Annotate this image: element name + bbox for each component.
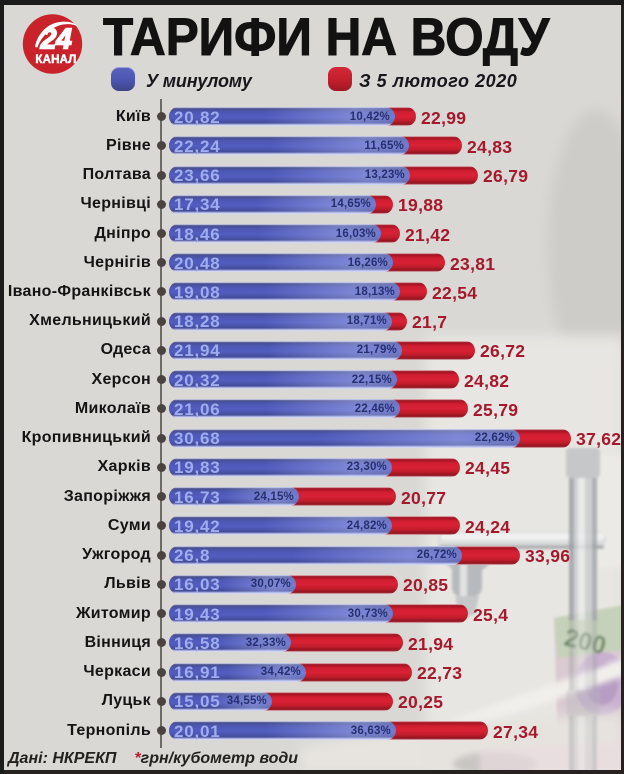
svg-text:КАНАЛ: КАНАЛ (35, 54, 76, 66)
svg-text:24: 24 (40, 24, 72, 56)
